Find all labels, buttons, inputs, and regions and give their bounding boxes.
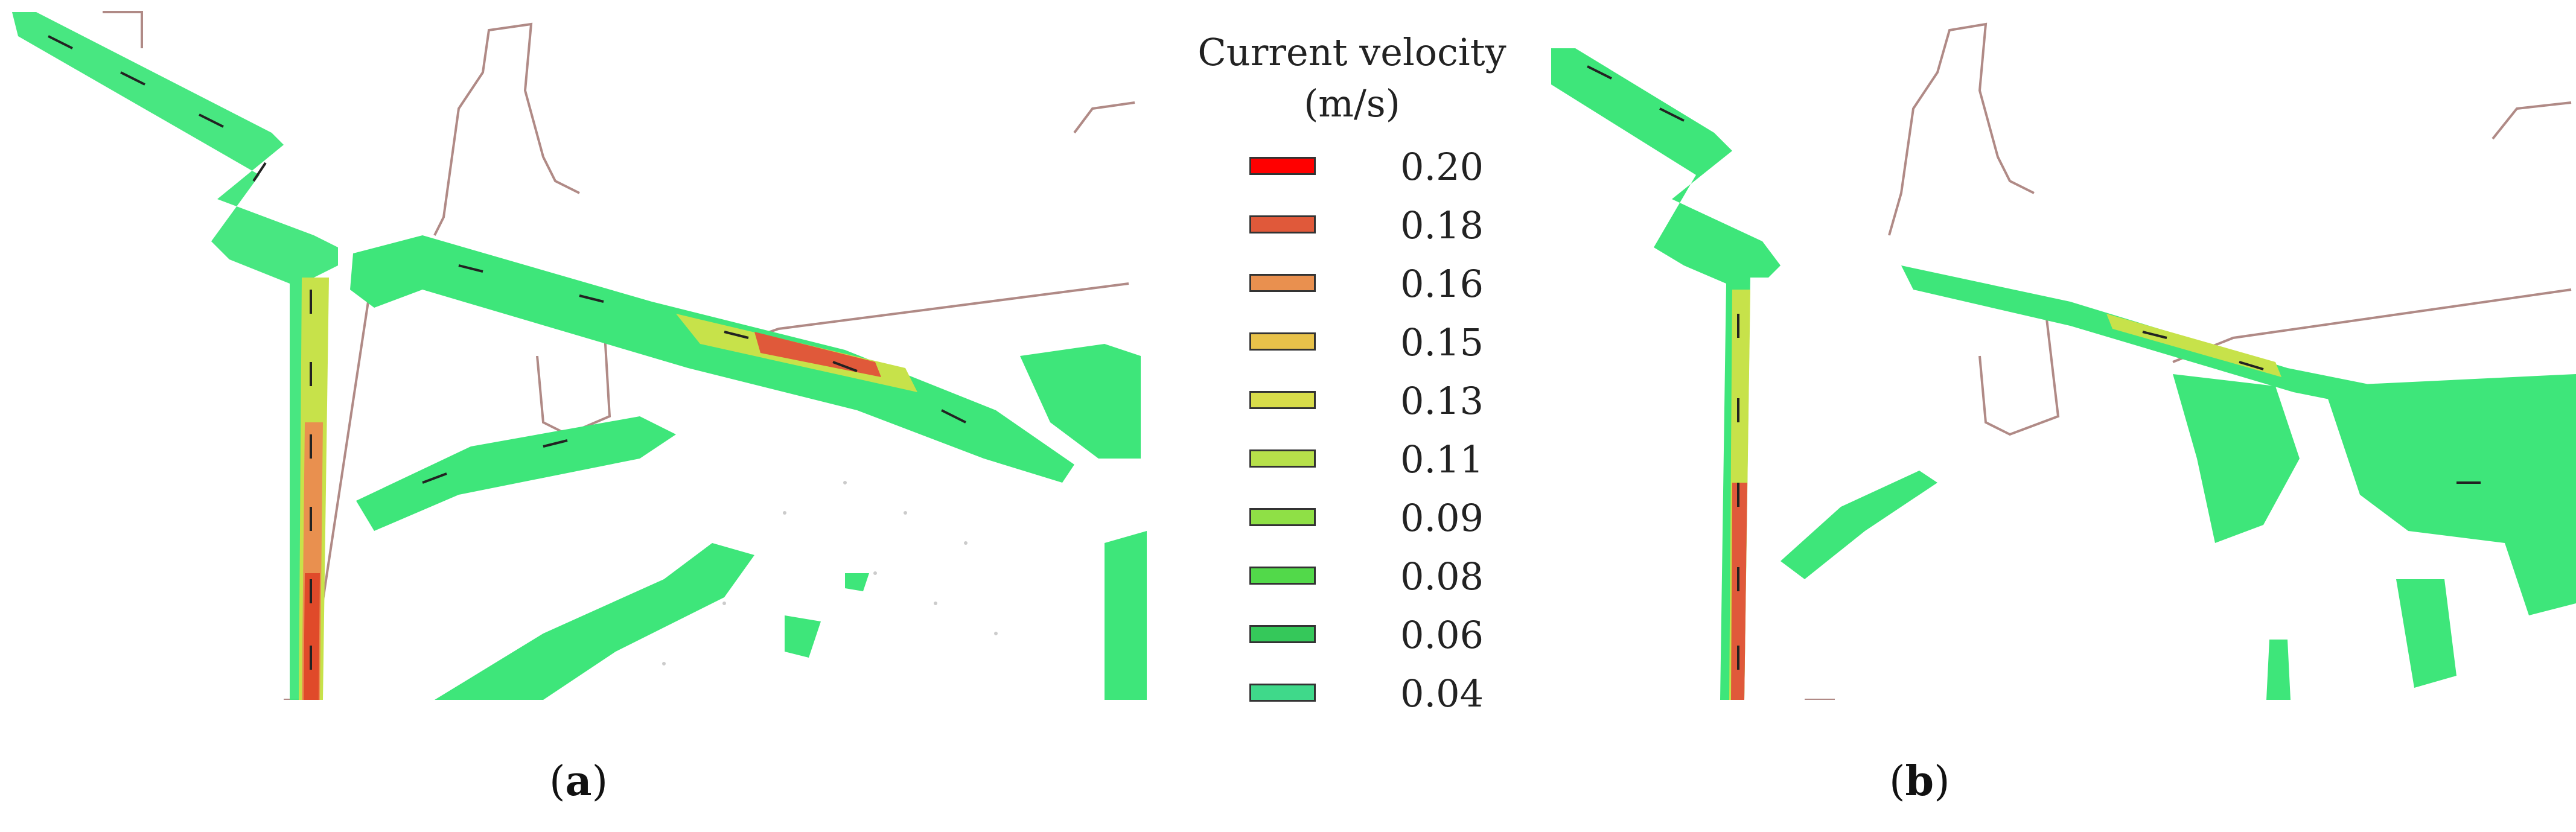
legend-item: 0.18 bbox=[1249, 203, 1515, 247]
legend-label: 0.18 bbox=[1400, 203, 1484, 247]
velocity-legend: Current velocity (m/s) 0.20 0.18 0.16 0.15 0… bbox=[1183, 24, 1521, 724]
velocity-field-map-a bbox=[12, 11, 1147, 701]
caption-a-letter: a bbox=[565, 757, 592, 805]
legend-label: 0.06 bbox=[1400, 613, 1484, 657]
legend-label: 0.20 bbox=[1400, 145, 1484, 189]
legend-swatch bbox=[1249, 508, 1316, 526]
legend-item: 0.20 bbox=[1249, 145, 1515, 189]
coastline-a bbox=[103, 11, 1135, 701]
legend-title: Current velocity bbox=[1197, 30, 1506, 74]
velocity-arrows-a bbox=[48, 35, 966, 670]
flow-zones-a bbox=[12, 12, 1147, 700]
panel-b-map bbox=[1551, 0, 2576, 701]
legend-label: 0.04 bbox=[1400, 672, 1484, 716]
legend-swatch bbox=[1249, 625, 1316, 643]
legend-swatch bbox=[1249, 391, 1316, 409]
legend-item: 0.11 bbox=[1249, 437, 1515, 481]
legend-label: 0.08 bbox=[1400, 554, 1484, 599]
legend-label: 0.11 bbox=[1400, 437, 1484, 481]
legend-item: 0.04 bbox=[1249, 672, 1515, 716]
legend-item: 0.16 bbox=[1249, 262, 1515, 306]
legend-label: 0.16 bbox=[1400, 262, 1484, 306]
legend-item: 0.06 bbox=[1249, 613, 1515, 657]
legend-swatch bbox=[1249, 157, 1316, 175]
legend-item: 0.15 bbox=[1249, 320, 1515, 364]
legend-item: 0.13 bbox=[1249, 379, 1515, 423]
legend-swatch bbox=[1249, 332, 1316, 351]
legend-swatch bbox=[1249, 567, 1316, 585]
legend-label: 0.13 bbox=[1400, 379, 1484, 423]
velocity-field-map-b bbox=[1551, 22, 2576, 701]
legend-swatch bbox=[1249, 684, 1316, 702]
legend-label: 0.09 bbox=[1400, 496, 1484, 540]
coastline-b bbox=[1805, 22, 2572, 701]
vector-grid-a bbox=[662, 481, 998, 665]
legend-unit: (m/s) bbox=[1304, 81, 1400, 125]
legend-item: 0.09 bbox=[1249, 496, 1515, 540]
legend-swatch bbox=[1249, 449, 1316, 468]
caption-b: (b) bbox=[1889, 757, 1950, 805]
flow-zones-b bbox=[1551, 48, 2576, 700]
caption-a: (a) bbox=[549, 757, 608, 805]
caption-b-letter: b bbox=[1905, 757, 1934, 805]
velocity-arrows-b bbox=[1587, 65, 2481, 670]
legend-swatch bbox=[1249, 215, 1316, 233]
legend-item: 0.08 bbox=[1249, 554, 1515, 599]
legend-label: 0.15 bbox=[1400, 320, 1484, 364]
panel-a-map bbox=[0, 0, 1147, 701]
legend-swatch bbox=[1249, 274, 1316, 292]
